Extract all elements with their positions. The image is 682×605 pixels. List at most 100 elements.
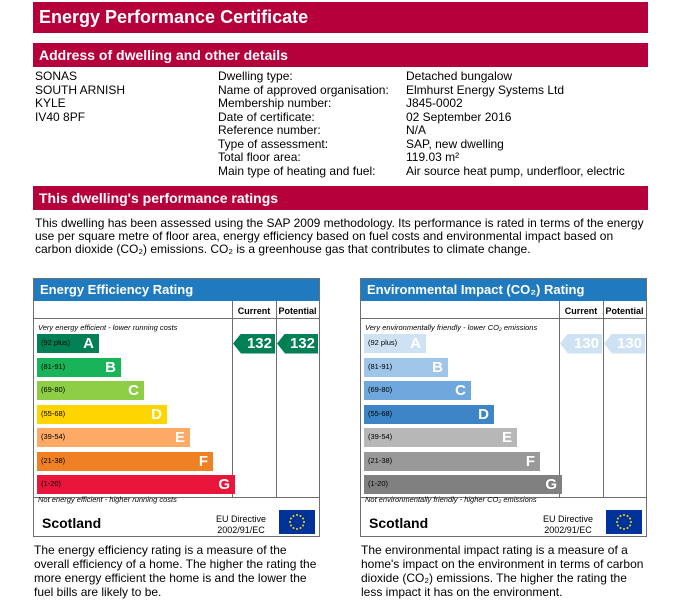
- band-letter: G: [218, 476, 230, 493]
- address-line: IV40 8PF: [35, 109, 86, 124]
- detail-value: N/A: [406, 123, 427, 137]
- detail-label: Date of certificate:: [218, 109, 315, 124]
- chart-divider: [361, 318, 646, 319]
- detail-value: 119.03 m²: [406, 150, 460, 164]
- band-range-label: (39-54): [41, 432, 66, 441]
- address-line: SOUTH ARNISH: [35, 82, 126, 97]
- rating-band-g: (1-20) G: [364, 475, 562, 494]
- energy-footer-text: The energy efficiency rating is a measur…: [34, 543, 317, 599]
- rating-band-e: (39-54) E: [364, 428, 517, 447]
- chart-divider: [232, 301, 233, 497]
- top-note: Very environmentally friendly - lower CO…: [365, 323, 538, 332]
- address-line: KYLE: [35, 96, 66, 110]
- chart-divider: [559, 301, 560, 497]
- detail-label: Type of assessment:: [218, 136, 329, 151]
- band-letter: A: [410, 335, 421, 352]
- band-range-label: (81-91): [368, 361, 393, 371]
- band-letter: B: [432, 358, 443, 376]
- eu-directive-label: EU Directive: [542, 514, 593, 524]
- band-range-label: (1-20): [41, 479, 62, 488]
- energy-chart-heading: Energy Efficiency Rating: [34, 279, 319, 301]
- rating-band-c: (69-80) C: [364, 381, 471, 400]
- band-letter: D: [151, 405, 162, 423]
- eu-flag-icon: [606, 510, 642, 534]
- detail-value: J845-0002: [406, 96, 463, 110]
- chart-divider: [34, 497, 319, 498]
- band-letter: C: [128, 382, 139, 399]
- band-letter: D: [478, 405, 489, 423]
- ratings-section-heading: This dwelling's performance ratings: [33, 186, 648, 210]
- eu-directive-label: EU Directive: [215, 514, 266, 524]
- band-letter: C: [455, 382, 466, 399]
- chart-divider: [276, 301, 277, 497]
- detail-label: Name of approved organisation:: [218, 82, 389, 97]
- eu-directive-number: 2002/91/EC: [544, 525, 592, 535]
- band-range-label: (21-38): [41, 455, 66, 465]
- detail-label: Main type of heating and fuel:: [218, 163, 376, 178]
- detail-value: SAP, new dwelling: [406, 136, 504, 151]
- eu-directive: EU Directive 2002/91/EC: [533, 514, 603, 536]
- env-footer-text: The environmental impact rating is a mea…: [361, 543, 644, 599]
- rating-band-c: (69-80) C: [37, 381, 144, 400]
- band-range-label: (81-91): [41, 361, 66, 371]
- detail-value: Elmhurst Energy Systems Ltd: [406, 82, 565, 97]
- page-title: Energy Performance Certificate: [33, 2, 648, 34]
- band-range-label: (92 plus): [41, 338, 71, 347]
- current-rating-arrow: 132: [233, 333, 275, 354]
- band-letter: F: [198, 452, 208, 470]
- eu-directive: EU Directive 2002/91/EC: [206, 514, 276, 536]
- chart-divider: [361, 497, 646, 498]
- band-letter: E: [174, 429, 185, 446]
- rating-band-f: (21-38) F: [37, 451, 213, 471]
- detail-value: Detached bungalow: [406, 69, 513, 83]
- band-range-label: (1-20): [368, 479, 389, 488]
- potential-rating-arrow: 130: [604, 333, 645, 354]
- current-rating-arrow: 130: [560, 333, 602, 354]
- potential-column-header: Potential: [605, 306, 644, 316]
- rating-band-b: (81-91) B: [364, 357, 448, 377]
- detail-label: Dwelling type:: [218, 69, 293, 83]
- band-range-label: (92 plus): [368, 338, 398, 347]
- current-column-header: Current: [564, 306, 598, 316]
- detail-value: 02 September 2016: [406, 109, 512, 124]
- rating-band-d: (55-68) D: [37, 404, 167, 424]
- details-values: Detached bungalow Elmhurst Energy System…: [406, 69, 625, 178]
- chart-divider: [34, 318, 319, 319]
- chart-divider: [603, 301, 604, 497]
- eu-directive-number: 2002/91/EC: [217, 525, 265, 535]
- band-letter: E: [501, 429, 512, 446]
- rating-band-d: (55-68) D: [364, 404, 494, 424]
- ratings-paragraph: This dwelling has been assessed using th…: [35, 216, 644, 256]
- detail-value: Air source heat pump, underfloor, electr…: [406, 163, 625, 178]
- band-range-label: (21-38): [368, 455, 393, 465]
- band-range-label: (69-80): [368, 385, 393, 394]
- band-range-label: (55-68): [41, 408, 66, 418]
- detail-label: Total floor area:: [218, 150, 301, 164]
- band-range-label: (55-68): [368, 408, 393, 418]
- rating-band-b: (81-91) B: [37, 357, 121, 377]
- country-label: Scotland: [42, 515, 102, 531]
- bottom-note: Not environmentally friendly - higher CO…: [365, 495, 537, 504]
- energy-efficiency-chart: Energy Efficiency Rating Current Potenti…: [33, 278, 320, 537]
- rating-band-a: (92 plus) A: [37, 334, 99, 353]
- potential-rating-arrow: 132: [277, 333, 318, 354]
- details-labels: Dwelling type: Name of approved organisa…: [218, 69, 389, 178]
- rating-band-a: (92 plus) A: [364, 334, 426, 353]
- band-letter: G: [545, 476, 557, 493]
- band-letter: F: [525, 452, 535, 470]
- band-range-label: (69-80): [41, 385, 66, 394]
- eu-flag-icon: [279, 510, 315, 534]
- rating-band-g: (1-20) G: [37, 475, 235, 494]
- band-letter: B: [105, 358, 116, 376]
- rating-band-f: (21-38) F: [364, 451, 540, 471]
- band-letter: A: [83, 335, 94, 352]
- address-line: SONAS: [35, 69, 78, 83]
- country-label: Scotland: [369, 515, 429, 531]
- detail-label: Reference number:: [218, 123, 321, 137]
- bottom-note: Not energy efficient - higher running co…: [38, 495, 177, 504]
- environmental-impact-chart: Environmental Impact (CO₂) Rating Curren…: [360, 278, 647, 537]
- potential-column-header: Potential: [278, 306, 317, 316]
- address-block: SONAS SOUTH ARNISH KYLE IV40 8PF: [35, 69, 126, 124]
- address-section-heading: Address of dwelling and other details: [33, 43, 648, 67]
- detail-label: Membership number:: [218, 96, 332, 110]
